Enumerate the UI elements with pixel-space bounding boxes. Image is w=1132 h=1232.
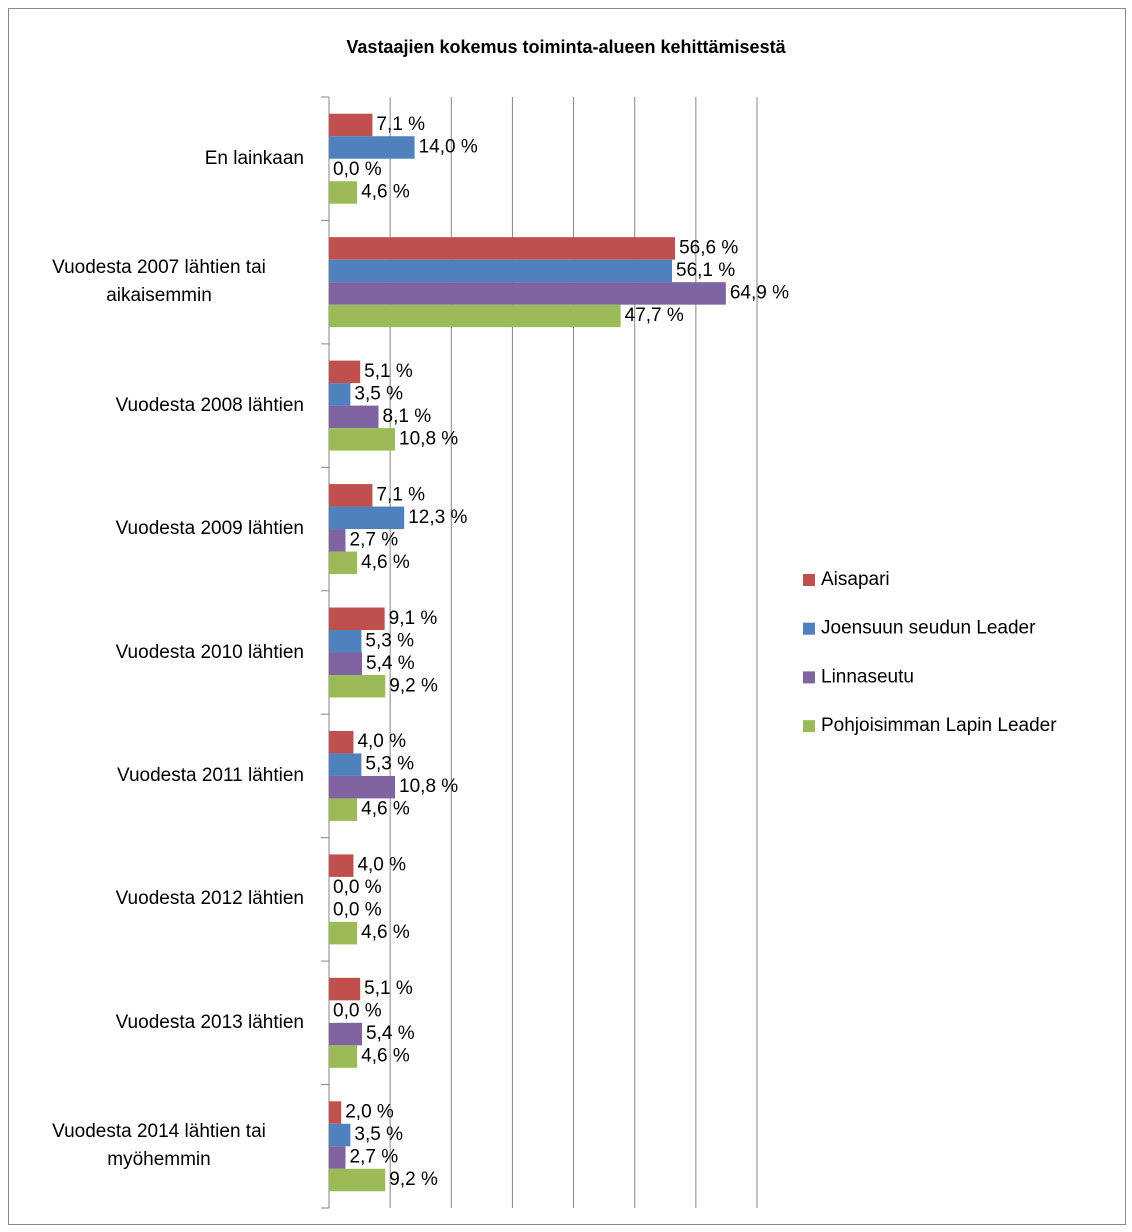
value-label: 4,6 % [361, 552, 410, 573]
bar [329, 1146, 346, 1169]
y-tick-label: Vuodesta 2008 lähtien [115, 394, 304, 416]
bar [329, 977, 361, 1001]
value-label: 10,8 % [399, 776, 458, 797]
bar [329, 428, 396, 451]
bar [329, 405, 379, 429]
bar [329, 1123, 351, 1147]
bar [329, 181, 358, 204]
value-label: 2,7 % [350, 1147, 399, 1168]
value-label: 5,4 % [366, 1023, 415, 1044]
value-label: 8,1 % [383, 406, 432, 427]
legend-swatch [803, 671, 815, 684]
bar [329, 237, 676, 260]
bar [329, 775, 396, 799]
bar [329, 259, 673, 283]
bar [329, 730, 354, 754]
y-tick-label: Vuodesta 2011 lähtien [117, 764, 304, 786]
bar [329, 506, 405, 530]
value-label: 4,0 % [357, 855, 406, 876]
y-tick-label: En lainkaan [204, 147, 304, 169]
legend-label: Linnaseutu [821, 666, 914, 687]
bar [329, 484, 373, 507]
value-label: 7,1 % [376, 114, 425, 135]
y-tick-label: Vuodesta 2014 lähtien tai myöhemmin [52, 1121, 266, 1171]
y-tick-label: Vuodesta 2007 lähtien tai aikaisemmin [52, 257, 266, 307]
y-tick-label: Vuodesta 2012 lähtien [115, 888, 304, 910]
bar [329, 607, 385, 630]
value-label: 5,3 % [365, 754, 414, 775]
value-label: 3,5 % [354, 1124, 403, 1145]
bar [329, 383, 351, 406]
legend-label: Aisapari [821, 569, 890, 590]
y-tick-label: Vuodesta 2010 lähtien [115, 641, 304, 663]
value-label: 12,3 % [408, 507, 467, 528]
value-label: 56,1 % [676, 260, 735, 281]
value-label: 47,7 % [625, 305, 684, 326]
bar [329, 675, 386, 698]
value-label: 5,4 % [366, 653, 415, 674]
bar [329, 1168, 386, 1192]
y-tick-label: Vuodesta 2013 lähtien [115, 1011, 304, 1033]
bar [329, 551, 358, 575]
y-tick-label: Vuodesta 2009 lähtien [115, 518, 304, 540]
legend-label: Joensuun seudun Leader [821, 618, 1036, 639]
value-label: 14,0 % [419, 136, 478, 157]
value-label: 0,0 % [333, 900, 382, 921]
value-label: 7,1 % [376, 484, 425, 505]
value-label: 2,0 % [345, 1102, 394, 1123]
chart-border [8, 8, 1126, 1225]
legend-label: Pohjoisimman Lapin Leader [821, 715, 1057, 736]
value-label: 4,6 % [361, 181, 410, 202]
bar [329, 1045, 358, 1068]
bar [329, 1101, 342, 1124]
value-label: 0,0 % [333, 159, 382, 180]
bar [329, 304, 621, 328]
value-label: 5,1 % [364, 978, 413, 999]
value-label: 0,0 % [333, 1001, 382, 1022]
value-label: 56,6 % [679, 237, 738, 258]
bar [329, 854, 354, 877]
bar [329, 753, 362, 776]
value-label: 4,6 % [361, 922, 410, 943]
bar [329, 136, 415, 159]
value-label: 0,0 % [333, 877, 382, 898]
bar [329, 921, 358, 945]
bar [329, 798, 358, 821]
value-label: 5,3 % [365, 630, 414, 651]
bar [329, 1022, 363, 1046]
bar [329, 630, 362, 653]
value-label: 9,1 % [389, 608, 438, 629]
bar [329, 360, 361, 384]
value-label: 3,5 % [354, 383, 403, 404]
legend-swatch [803, 574, 815, 586]
value-label: 4,6 % [361, 1046, 410, 1067]
value-label: 4,6 % [361, 799, 410, 820]
value-label: 2,7 % [350, 529, 399, 550]
bar [329, 282, 726, 305]
legend-swatch [803, 622, 815, 635]
bar [329, 113, 373, 137]
value-label: 9,2 % [389, 675, 438, 696]
value-label: 5,1 % [364, 361, 413, 382]
value-label: 10,8 % [399, 428, 458, 449]
bar [329, 652, 363, 675]
bar [329, 529, 346, 552]
chart-title: Vastaajien kokemus toiminta-alueen kehit… [346, 37, 786, 57]
value-label: 64,9 % [730, 282, 789, 303]
legend-swatch [803, 720, 815, 733]
value-label: 4,0 % [357, 731, 406, 752]
value-label: 9,2 % [389, 1169, 438, 1190]
